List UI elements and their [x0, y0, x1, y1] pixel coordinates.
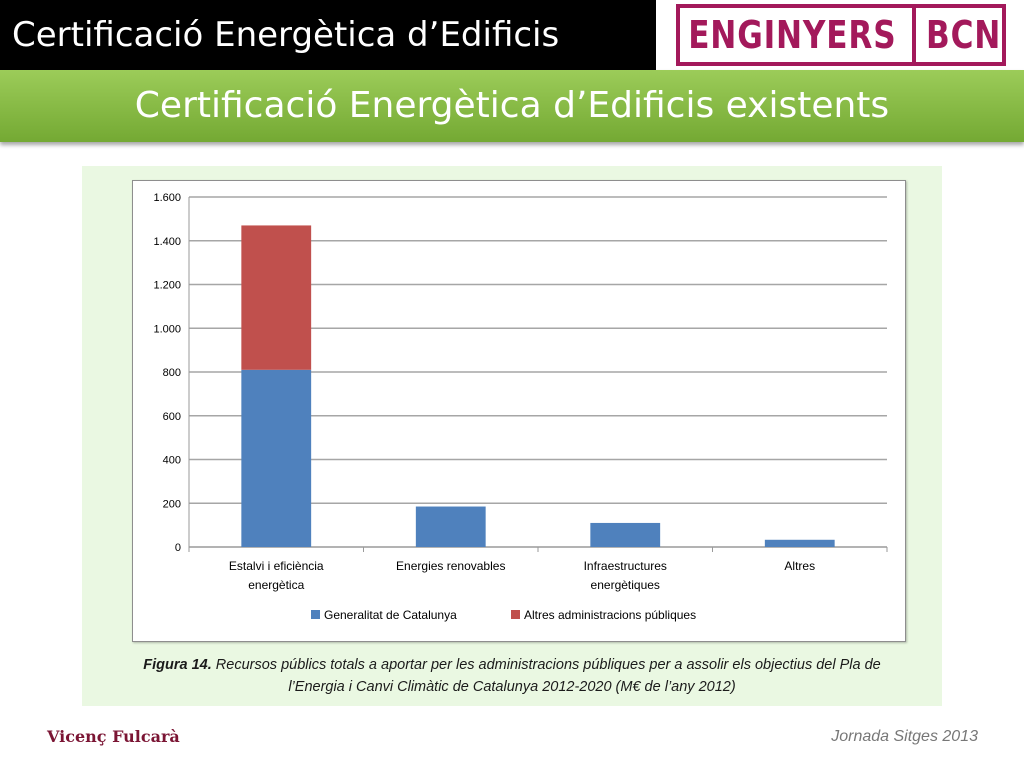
logo-text-bcn: BCN	[926, 13, 1002, 57]
caption-line-2: l’Energia i Canvi Climàtic de Catalunya …	[288, 679, 736, 695]
event-name: Jornada Sitges 2013	[831, 728, 978, 745]
bar-generalitat-de-catalunya	[415, 506, 486, 547]
bar-altres-administracions-p-bliques	[241, 225, 312, 370]
figure-caption: Figura 14. Recursos públics totals a apo…	[82, 654, 942, 698]
y-tick-label: 600	[163, 411, 181, 423]
y-tick-label: 1.200	[153, 280, 181, 292]
y-tick-label: 200	[163, 498, 181, 510]
bar-generalitat-de-catalunya	[241, 369, 312, 547]
bar-generalitat-de-catalunya	[590, 522, 661, 547]
legend-swatch	[511, 610, 520, 619]
x-category-label: energètica	[248, 578, 304, 592]
x-category-label: Estalvi i eficiència	[229, 559, 324, 573]
figure-panel: 0 200 400 600 800 1.000 1.200 1.400 1.600 Estalvi…	[82, 166, 942, 706]
y-tick-label: 400	[163, 455, 181, 467]
y-tick-label: 1.000	[153, 323, 181, 335]
author-name: Vicenç Fulcarà	[47, 727, 180, 746]
y-tick-label: 1.400	[153, 236, 181, 248]
legend-label: Altres administracions públiques	[524, 608, 696, 622]
chart-frame: 0 200 400 600 800 1.000 1.200 1.400 1.600 Estalvi…	[132, 180, 906, 642]
bar-generalitat-de-catalunya	[764, 539, 835, 547]
y-tick-label: 0	[175, 542, 181, 554]
slide-header-title: Certificació Energètica d’Edificis	[0, 0, 656, 70]
x-category-label: Altres	[784, 559, 815, 573]
x-category-label: energètiques	[591, 578, 660, 592]
legend-label: Generalitat de Catalunya	[324, 608, 457, 622]
y-tick-label: 1.600	[153, 192, 181, 204]
slide-title-banner: Certificació Energètica d’Edificis exist…	[0, 70, 1024, 142]
legend-swatch	[311, 610, 320, 619]
stacked-bar-chart: 0 200 400 600 800 1.000 1.200 1.400 1.600 Estalvi…	[153, 192, 888, 622]
x-category-label: Infraestructures	[584, 559, 667, 573]
x-category-label: Energies renovables	[396, 559, 505, 573]
enginyers-bcn-logo: ENGINYERS BCN	[676, 4, 1006, 66]
logo-divider	[912, 4, 916, 66]
caption-figure-label: Figura 14.	[143, 657, 212, 673]
logo-text-enginyers: ENGINYERS	[688, 13, 897, 57]
y-tick-label: 800	[163, 367, 181, 379]
caption-line-1: Recursos públics totals a aportar per le…	[215, 657, 881, 673]
